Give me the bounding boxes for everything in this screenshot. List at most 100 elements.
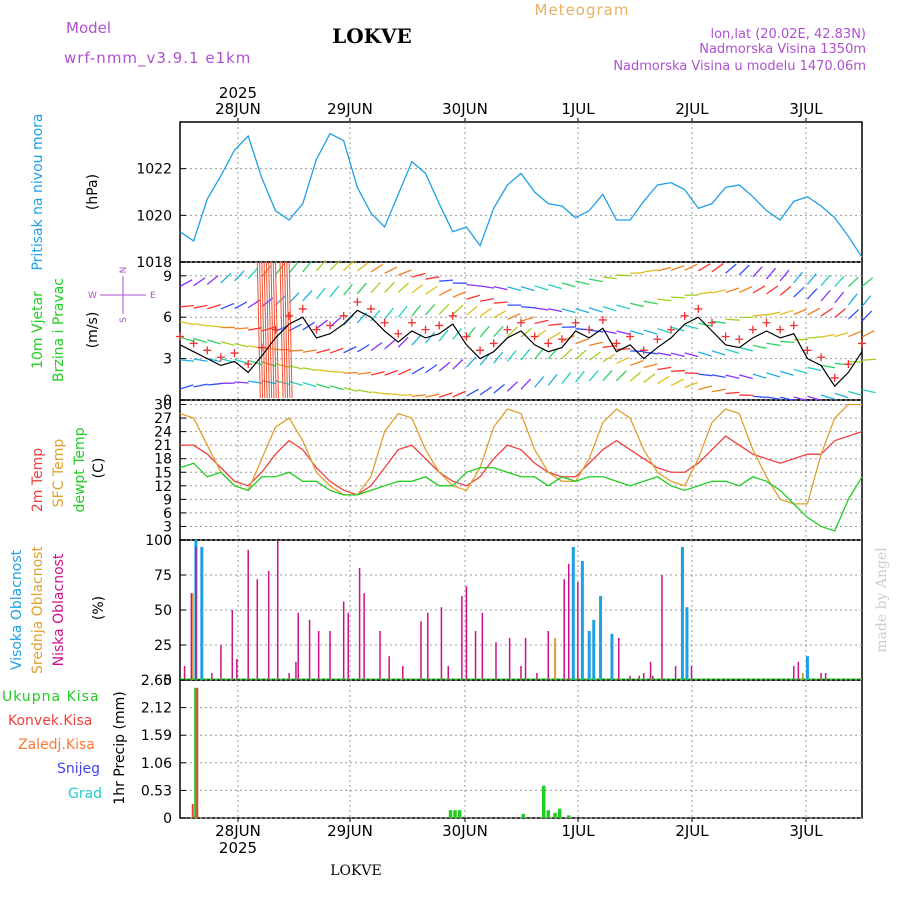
y-tick-label: 30 — [154, 398, 172, 414]
total-precip-bar — [521, 813, 526, 818]
wind-arrow — [820, 274, 831, 287]
wind-arrow — [520, 285, 535, 292]
wind-gust-marker — [298, 304, 307, 313]
wind-arrow — [616, 348, 631, 350]
wind-arrow — [452, 359, 464, 370]
wind-arrow — [288, 292, 300, 304]
wind-arrow — [834, 275, 845, 287]
precip-bars — [191, 687, 571, 818]
bottom-day-label: 2JUL — [675, 822, 709, 840]
wind-arrow — [657, 352, 672, 357]
wind-arrow — [302, 260, 313, 273]
wind-arrow — [234, 270, 245, 282]
y-tick-label: 9 — [163, 269, 172, 285]
low-cloud-bar — [481, 612, 484, 680]
wind-arrow — [356, 282, 367, 295]
wind-gust-marker — [653, 335, 662, 344]
wind-arrow — [602, 306, 617, 312]
wind-arrow — [684, 352, 699, 358]
wind-arrow — [193, 277, 206, 287]
wind-arrows — [176, 259, 877, 402]
wind-arrow — [520, 348, 531, 361]
wind-unit: (m/s) — [85, 312, 101, 349]
wind-gust-marker — [421, 325, 430, 334]
wind-arrow — [256, 261, 261, 399]
wind-gust-marker — [244, 360, 253, 369]
y-tick-label: 0 — [163, 673, 172, 689]
low-cloud-bar — [195, 547, 197, 680]
wind-arrow — [561, 334, 575, 342]
wind-arrow — [561, 308, 576, 314]
wind-gust-marker — [612, 339, 621, 348]
wind-arrow — [370, 391, 385, 395]
wind-arrow — [370, 341, 383, 352]
wind-gust-marker — [257, 343, 266, 352]
wind-arrow — [479, 285, 494, 289]
wind-arrow — [629, 360, 644, 367]
wind-arrow — [602, 353, 616, 363]
wind-arrow — [698, 351, 712, 357]
cloud-bars — [180, 540, 862, 680]
wind-gust-marker — [271, 325, 280, 334]
wind-gust-marker — [503, 325, 512, 334]
precip-unit: 1hr Precip (mm) — [112, 691, 128, 804]
y-tick-label: 0 — [163, 533, 172, 549]
wind-arrow — [766, 396, 781, 400]
wind-arrow — [670, 352, 685, 358]
cloud-tick-labels: 0 25 50 75 100 — [145, 533, 186, 689]
wind-arrow — [506, 381, 519, 392]
dewpt-axis-label: dewpt Temp — [72, 427, 88, 512]
y-tick-label: 1.59 — [141, 728, 172, 744]
bottom-day-label: 1JUL — [561, 822, 595, 840]
low-cloud-bar — [329, 631, 331, 680]
wind-gust-marker — [735, 335, 744, 344]
y-tick-label: 1020 — [136, 208, 172, 224]
wind-arrow — [384, 266, 398, 274]
low-cloud-bar — [388, 656, 390, 680]
wind-arrow — [711, 289, 726, 294]
wind-gust-marker — [353, 298, 362, 307]
wind-arrow — [438, 392, 453, 398]
wind-arrow — [834, 332, 849, 338]
high-cloud-bar — [587, 631, 591, 680]
low-cloud-bar — [427, 612, 429, 680]
wind-gust-marker — [394, 329, 403, 338]
wind-arrow — [248, 327, 263, 331]
high-cloud-bar — [805, 656, 809, 680]
wind-arrow — [520, 378, 532, 390]
wind-arrow — [411, 366, 425, 375]
wind-arrow — [547, 373, 558, 386]
wind-arrow — [643, 269, 658, 273]
wind-arrow — [193, 322, 208, 327]
wind-arrow — [357, 389, 372, 394]
wind-arrow — [806, 273, 817, 285]
low-cloud-bar — [674, 666, 677, 680]
wind-arrow — [384, 369, 399, 376]
wind-gust-marker — [448, 311, 457, 320]
wind-arrow — [247, 267, 258, 280]
top-day-labels: 28JUN 29JUN 30JUN 1JUL 2JUL 3JUL — [215, 100, 823, 122]
wind-arrow — [438, 303, 450, 315]
y-tick-label: 2.12 — [141, 701, 172, 717]
wind-arrow — [466, 283, 481, 287]
wind-arrow — [411, 304, 422, 317]
wind-arrow — [316, 369, 331, 373]
wind-arrow — [793, 368, 808, 374]
total-precip-bar — [546, 810, 551, 818]
snow-label: Snijeg — [57, 761, 100, 777]
wind-arrow — [329, 285, 340, 298]
wind-arrow — [343, 314, 354, 326]
wind-arrow — [602, 344, 617, 349]
wind-arrow — [220, 341, 235, 346]
wind-arrow — [193, 337, 208, 344]
wind-arrow — [534, 285, 549, 291]
wind-arrow — [302, 367, 317, 371]
wind-arrow — [589, 329, 604, 333]
wind-arrow — [520, 306, 536, 309]
y-tick-label: 21 — [154, 438, 172, 454]
wind-arrow — [452, 304, 464, 316]
wind-arrow — [657, 266, 672, 272]
wind-arrow — [263, 261, 268, 399]
wind-arrow — [807, 336, 822, 339]
